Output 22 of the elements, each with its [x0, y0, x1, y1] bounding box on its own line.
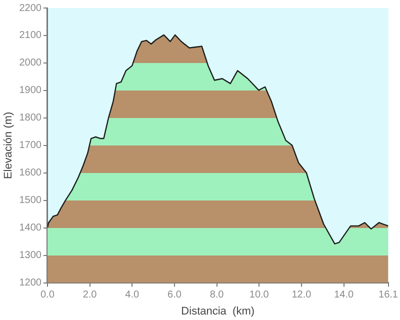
x-tick-label: 16.1: [378, 290, 398, 301]
x-tick-label: 12.0: [292, 290, 312, 301]
y-tick-label: 1700: [19, 140, 42, 152]
y-tick-label: 1900: [19, 85, 42, 96]
x-tick-label: 0.0: [40, 290, 55, 301]
x-axis-title: Distancia (km): [181, 305, 255, 318]
y-tick-label: 1800: [19, 112, 42, 124]
y-tick-label: 2200: [19, 2, 42, 14]
y-tick-label: 1200: [19, 278, 42, 289]
x-tick-label: 14.0: [334, 290, 354, 301]
x-tick-label: 8.0: [210, 290, 224, 301]
y-axis-title: Elevación (m): [2, 112, 15, 180]
y-tick-label: 1400: [19, 222, 42, 234]
x-tick-label: 6.0: [168, 290, 182, 301]
x-tick-label: 10.0: [249, 290, 270, 301]
y-tick-label: 2000: [19, 58, 42, 69]
x-tick-label: 2.0: [82, 290, 98, 301]
x-tick-label: 4.0: [125, 290, 140, 301]
y-tick-label: 1600: [19, 168, 42, 179]
y-tick-label: 1500: [19, 195, 42, 206]
y-tick-label: 1300: [19, 250, 42, 262]
y-tick-label: 2100: [19, 30, 42, 42]
